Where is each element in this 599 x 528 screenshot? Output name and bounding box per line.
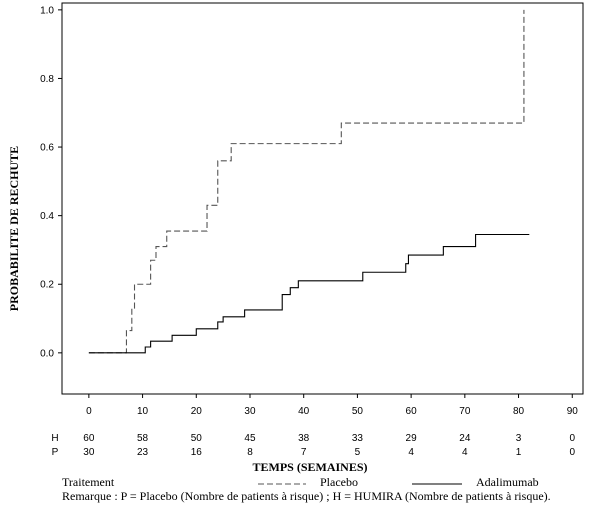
y-axis-label: PROBABILITE DE RECHUTE bbox=[7, 146, 21, 311]
risk-value: 4 bbox=[408, 447, 414, 458]
legend-label-placebo: Placebo bbox=[320, 475, 358, 489]
risk-value: 5 bbox=[355, 447, 361, 458]
series-line-adalimumab bbox=[88, 233, 530, 354]
x-tick-label: 40 bbox=[298, 406, 310, 417]
risk-value: 33 bbox=[352, 433, 364, 444]
y-tick-label: 0.6 bbox=[40, 143, 54, 154]
y-tick-label: 0.8 bbox=[40, 74, 54, 85]
x-tick-label: 50 bbox=[352, 406, 364, 417]
y-tick-label: 0.2 bbox=[40, 280, 54, 291]
x-tick-label: 10 bbox=[137, 406, 149, 417]
x-tick-label: 70 bbox=[459, 406, 471, 417]
risk-value: 58 bbox=[137, 433, 149, 444]
risk-value: 23 bbox=[137, 447, 149, 458]
risk-value: 4 bbox=[462, 447, 468, 458]
footnote: Remarque : P = Placebo (Nombre de patien… bbox=[62, 489, 551, 503]
risk-value: 30 bbox=[83, 447, 95, 458]
series-lines bbox=[88, 9, 530, 354]
risk-value: 1 bbox=[516, 447, 522, 458]
legend-title: Traitement bbox=[62, 475, 115, 489]
y-axis-ticks: 0.0 0.2 0.4 0.6 0.8 1.0 bbox=[40, 5, 62, 359]
risk-value: 45 bbox=[244, 433, 256, 444]
series-line-placebo bbox=[88, 9, 525, 354]
x-tick-label: 60 bbox=[406, 406, 418, 417]
x-axis-ticks: 0 10 20 30 40 50 60 70 80 90 bbox=[86, 394, 578, 417]
x-tick-label: 80 bbox=[513, 406, 525, 417]
risk-value: 0 bbox=[569, 447, 575, 458]
y-tick-label: 1.0 bbox=[40, 5, 54, 16]
x-tick-label: 20 bbox=[191, 406, 203, 417]
risk-value: 38 bbox=[298, 433, 310, 444]
risk-value: 7 bbox=[301, 447, 307, 458]
x-tick-label: 30 bbox=[244, 406, 256, 417]
x-tick-label: 0 bbox=[86, 406, 92, 417]
risk-value: 0 bbox=[569, 433, 575, 444]
risk-value: 29 bbox=[406, 433, 418, 444]
risk-row-label: P bbox=[52, 447, 59, 458]
x-axis-label: TEMPS (SEMAINES) bbox=[252, 460, 367, 474]
risk-value: 8 bbox=[247, 447, 253, 458]
risk-value: 3 bbox=[516, 433, 522, 444]
risk-value: 60 bbox=[83, 433, 95, 444]
y-tick-label: 0.4 bbox=[40, 211, 54, 222]
x-tick-label: 90 bbox=[567, 406, 579, 417]
legend-label-adalimumab: Adalimumab bbox=[476, 475, 539, 489]
plot-frame bbox=[61, 2, 584, 395]
y-tick-label: 0.0 bbox=[40, 348, 54, 359]
risk-value: 24 bbox=[459, 433, 471, 444]
risk-value: 16 bbox=[191, 447, 203, 458]
risk-table: H 60 58 50 45 38 33 29 24 3 0P 30 23 16 8 7 5 4 4 1 0 bbox=[51, 433, 575, 458]
risk-value: 50 bbox=[191, 433, 203, 444]
risk-row-label: H bbox=[51, 433, 58, 444]
